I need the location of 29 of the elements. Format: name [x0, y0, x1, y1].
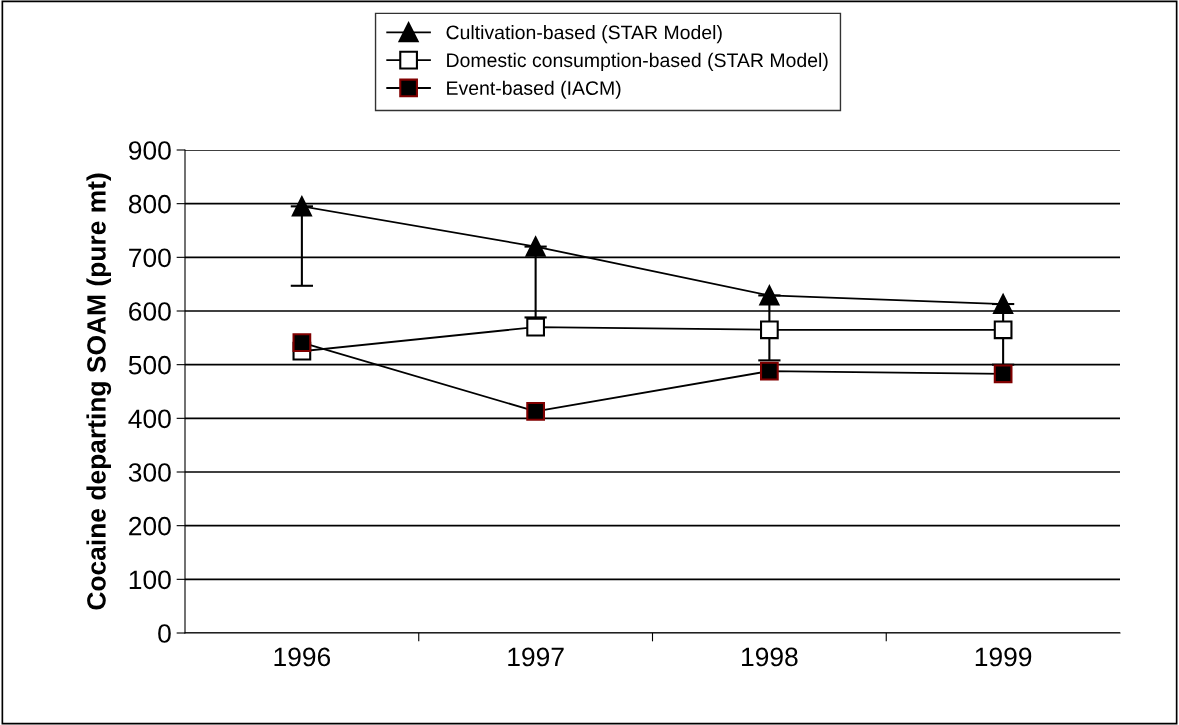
- legend-label: Domestic consumption-based (STAR Model): [447, 52, 828, 71]
- x-tick-label: 1996: [274, 647, 331, 667]
- y-tick-label: 200: [129, 516, 171, 536]
- y-tick-label: 500: [128, 355, 171, 375]
- point: [993, 293, 1014, 315]
- y-tick-label: 800: [128, 194, 171, 214]
- y-tick-label: 300: [128, 463, 171, 482]
- point: [993, 364, 1013, 384]
- point: [526, 317, 545, 337]
- point: [525, 236, 546, 257]
- x-tick-label: 1999: [975, 647, 1032, 667]
- point: [526, 401, 545, 421]
- y-axis-title: Cocaine departing SOAM (pure mt): [86, 173, 112, 610]
- x-tick-label: 1998: [742, 647, 798, 667]
- point: [760, 361, 779, 381]
- point: [292, 333, 312, 353]
- y-tick-label: 400: [128, 409, 171, 429]
- x-tick-label: 1997: [508, 647, 564, 667]
- legend-label: Event-based (IACM): [447, 80, 621, 99]
- point: [291, 196, 312, 217]
- y-tick-label: 900: [129, 141, 171, 160]
- y-tick-label: 600: [129, 302, 171, 321]
- point: [993, 320, 1013, 340]
- y-tick-label: 100: [129, 570, 171, 590]
- point: [760, 320, 779, 340]
- point: [759, 285, 780, 306]
- y-tick-label: 0: [158, 624, 171, 643]
- legend-label: Cultivation-based (STAR Model): [446, 25, 722, 44]
- y-tick-label: 700: [129, 248, 171, 268]
